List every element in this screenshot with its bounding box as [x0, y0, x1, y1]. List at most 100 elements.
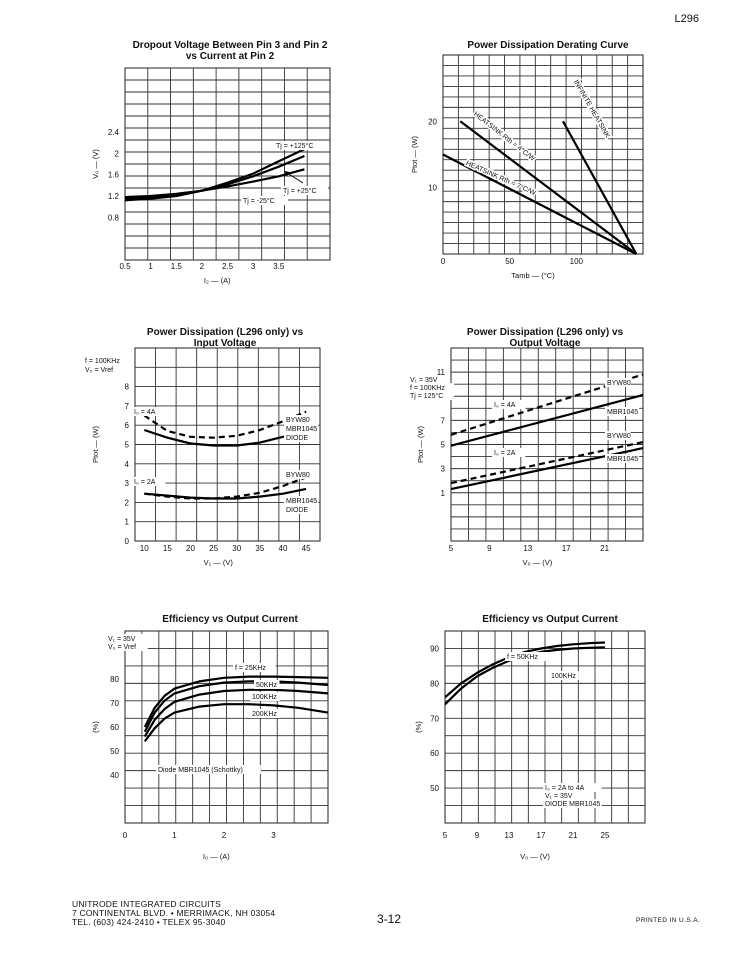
series-label: Tj = +125°C	[276, 142, 313, 150]
x-tick-label: 2.5	[222, 262, 234, 271]
x-axis-label: V₀ — (V)	[520, 852, 550, 861]
x-axis-label: V₀ — (V)	[523, 558, 553, 567]
y-axis-label: Ptot — (W)	[91, 425, 100, 463]
x-tick-label: 1	[172, 831, 177, 840]
y-tick-label: 3	[441, 465, 446, 474]
x-tick-label: 21	[569, 831, 578, 840]
series-label-bg	[284, 470, 310, 479]
series-line	[143, 410, 307, 439]
y-tick-label: 5	[441, 441, 446, 450]
series-label: Tj = +25°C	[283, 187, 317, 195]
page-number: 3-12	[377, 912, 402, 926]
x-axis-label: I₂ — (A)	[204, 276, 231, 285]
annotation-text: V₁ = 35V	[545, 793, 573, 800]
series-label: f = 50KHz	[507, 654, 538, 661]
y-tick-label: 40	[110, 771, 119, 780]
x-tick-label: 17	[537, 831, 546, 840]
series-label: BYW80	[607, 433, 631, 440]
x-tick-label: 3	[251, 262, 256, 271]
series-label: Tj = -25°C	[243, 197, 275, 205]
series-line	[143, 680, 329, 733]
x-tick-label: 25	[601, 831, 610, 840]
chart-4-subtitle: Output Voltage	[509, 338, 581, 349]
annotation-text: I₀ = 4A	[494, 402, 516, 409]
y-tick-label: 70	[430, 714, 439, 723]
annotation-text: V₁ = 35V	[410, 377, 438, 384]
y-tick-label: 60	[110, 723, 119, 732]
annotation-bg	[543, 791, 581, 800]
x-tick-label: 30	[232, 544, 241, 553]
series-label: DIODE	[286, 435, 309, 442]
y-tick-label: 0.8	[108, 213, 120, 222]
series-label: HEATSINK Rth = 7°C/W	[465, 159, 538, 197]
y-tick-label: 7	[125, 402, 130, 411]
plot-frame	[442, 54, 644, 255]
y-axis-label: V₀ — (V)	[91, 149, 100, 179]
annotation-bg	[132, 477, 166, 486]
annotation-text: Diode MBR1045 (Schottky)	[158, 767, 243, 774]
y-axis-label: Ptot — (W)	[416, 425, 425, 463]
arrow-head	[284, 171, 290, 176]
chart-2-title: Power Dissipation Derating Curve	[467, 40, 629, 51]
y-tick-label: 8	[125, 383, 130, 392]
chart-4-title: Power Dissipation (L296 only) vs	[466, 327, 624, 338]
series-line	[143, 688, 329, 738]
chart-3-title: Power Dissipation (L296 only) vs	[146, 327, 304, 338]
company-line: TEL. (603) 424-2410 • TELEX 95-3040	[72, 917, 226, 927]
series-line	[124, 168, 305, 199]
series-line	[442, 153, 637, 255]
y-tick-label: 80	[430, 679, 439, 688]
annotation-text: V₀ = Vref	[85, 367, 113, 374]
annotation-text: V₁ = 35V	[108, 636, 136, 643]
x-tick-label: 25	[209, 544, 218, 553]
series-label-bg	[250, 709, 280, 718]
annotation-bg	[543, 783, 602, 792]
series-label-bg	[605, 407, 640, 416]
x-tick-label: 0	[441, 257, 446, 266]
x-tick-label: 17	[562, 544, 571, 553]
y-tick-label: 7	[441, 416, 446, 425]
y-tick-label: 0	[125, 537, 130, 546]
series-label: INFINITE HEATSINK	[572, 79, 611, 140]
part-number: L296	[674, 13, 699, 25]
annotation-bg	[83, 356, 129, 365]
x-tick-label: 10	[140, 544, 149, 553]
annotation-bg	[132, 407, 166, 416]
chart-6-title: Efficiency vs Output Current	[482, 614, 618, 625]
chart-5-title: Efficiency vs Output Current	[162, 614, 298, 625]
x-tick-label: 1	[148, 262, 153, 271]
chart-title-pdiss-output: Power Dissipation (L296 only) vs Output …	[440, 327, 650, 349]
series-label-bg	[250, 692, 280, 701]
y-tick-label: 2	[125, 498, 130, 507]
efficiency-vs-voltage-chart: 5 9 13 17 21 25 50 60 70 80 90 V₀ — (V) (%) 100KHz I₀ …	[414, 630, 646, 861]
series-line	[562, 120, 638, 255]
y-tick-label: 90	[430, 644, 439, 653]
series-label: 50KHz	[256, 682, 278, 689]
annotation-text: I₀ = 2A to 4A	[545, 785, 585, 792]
x-tick-label: 3	[271, 831, 276, 840]
y-axis-label: (%)	[414, 721, 423, 733]
annotation-bg	[492, 400, 526, 409]
x-tick-label: 45	[302, 544, 311, 553]
series-label: MBR1045	[286, 498, 317, 505]
y-tick-label: 50	[110, 747, 119, 756]
x-tick-label: 9	[487, 544, 492, 553]
series-label: 100KHz	[252, 694, 277, 701]
chart-1-subtitle: vs Current at Pin 2	[185, 51, 275, 62]
x-tick-label: 20	[186, 544, 195, 553]
derating-curve-chart: 0 50 100 10 20 Tamb — (°C) Ptot — (W) INFINITE …	[410, 54, 644, 280]
company-line: UNITRODE INTEGRATED CIRCUITS	[72, 899, 222, 909]
x-tick-label: 9	[475, 831, 480, 840]
x-axis-label: V₁ — (V)	[204, 558, 234, 567]
annotation-text: I₀ = 2A	[134, 479, 156, 486]
series-label: 100KHz	[551, 673, 576, 680]
series-label-bg	[233, 663, 276, 672]
x-tick-label: 0.5	[119, 262, 131, 271]
annotation-text: f = 100KHz	[85, 358, 120, 365]
annotation-bg	[408, 383, 454, 392]
series-line	[143, 703, 329, 743]
annotation-bg	[492, 448, 526, 457]
series-label-bg	[254, 680, 280, 689]
y-tick-label: 50	[430, 784, 439, 793]
